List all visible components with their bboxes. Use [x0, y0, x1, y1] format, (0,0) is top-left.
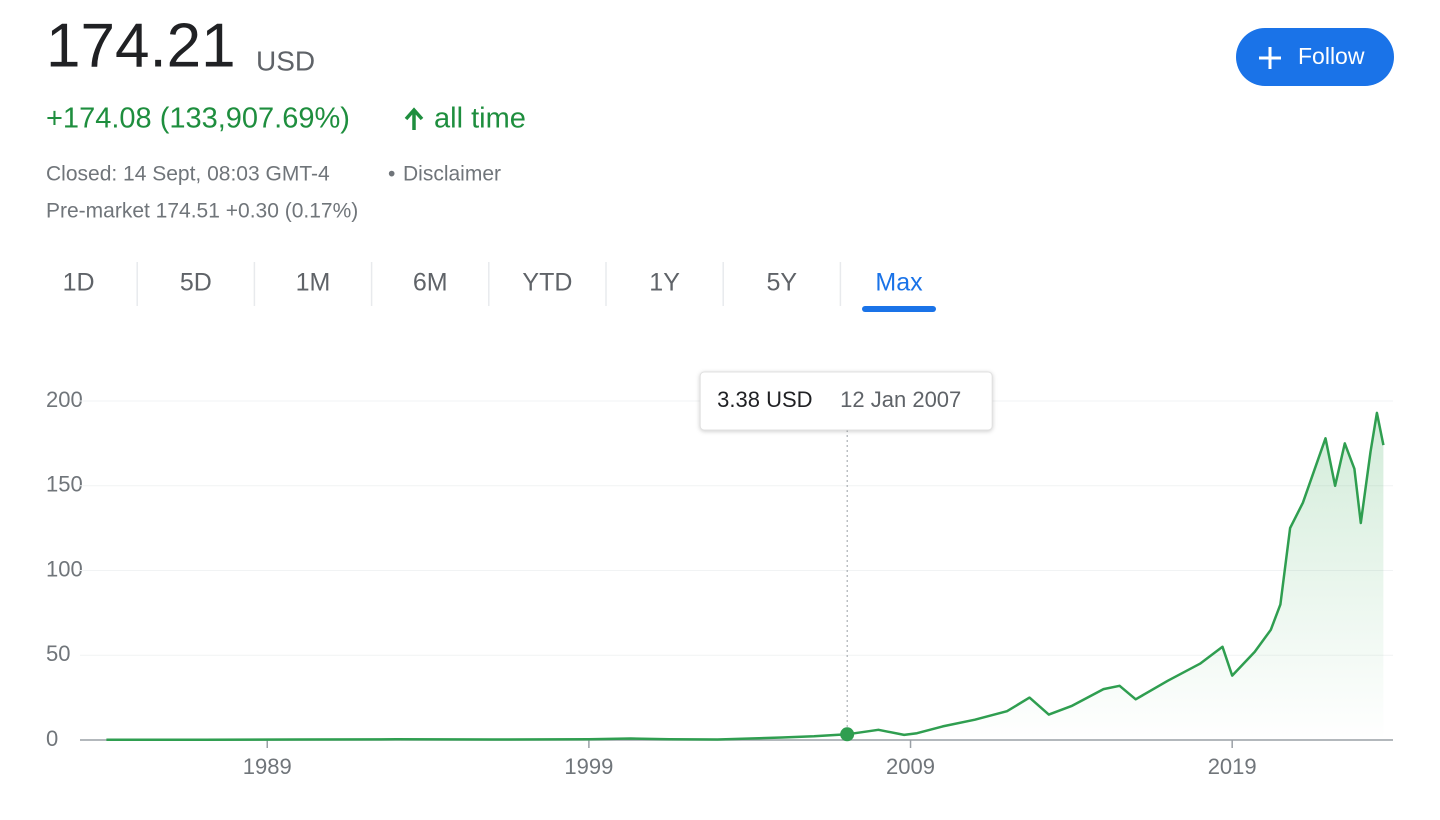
change-period: all time — [434, 103, 526, 135]
premarket: Pre-market 174.51 +0.30 (0.17%) — [46, 200, 358, 223]
range-tab[interactable]: Max — [875, 269, 923, 297]
follow-label: Follow — [1298, 43, 1365, 69]
currency: USD — [256, 45, 315, 76]
active-tab-underline — [862, 306, 936, 312]
range-tab[interactable]: 1Y — [649, 269, 680, 297]
x-tick-label: 2019 — [1208, 754, 1257, 779]
tooltip-box — [699, 371, 993, 431]
status: Closed: 14 Sept, 08:03 GMT-4 — [46, 163, 330, 186]
x-tick-label: 2009 — [886, 754, 935, 779]
range-tab[interactable]: YTD — [522, 269, 572, 297]
y-tick-label: 100 — [46, 556, 83, 581]
price: 174.21 — [46, 11, 236, 80]
separator: • — [388, 163, 395, 186]
disclaimer-link[interactable]: Disclaimer — [403, 163, 501, 186]
follow-button[interactable]: Follow — [1236, 28, 1394, 86]
price-area — [106, 412, 1384, 740]
range-tab[interactable]: 5Y — [767, 269, 798, 297]
price-line — [106, 411, 1385, 742]
range-tab[interactable]: 6M — [413, 269, 448, 297]
y-tick-label: 0 — [46, 726, 58, 751]
plus-icon — [1259, 47, 1281, 69]
tooltip-date: 12 Jan 2007 — [840, 387, 961, 412]
y-tick-label: 50 — [46, 641, 70, 666]
x-tick-label: 1989 — [243, 754, 292, 779]
y-tick-label: 150 — [46, 472, 83, 497]
range-tab[interactable]: 1D — [63, 269, 95, 297]
range-tab[interactable]: 1M — [296, 269, 331, 297]
tooltip-value: 3.38 USD — [717, 387, 812, 412]
range-tab[interactable]: 5D — [180, 269, 212, 297]
y-tick-label: 200 — [46, 387, 83, 412]
x-tick-label: 1999 — [564, 754, 613, 779]
change: +174.08 (133,907.69%) — [46, 103, 350, 135]
hover-dot — [840, 727, 855, 742]
follow-bg — [1236, 28, 1394, 86]
up-arrow — [404, 107, 424, 130]
